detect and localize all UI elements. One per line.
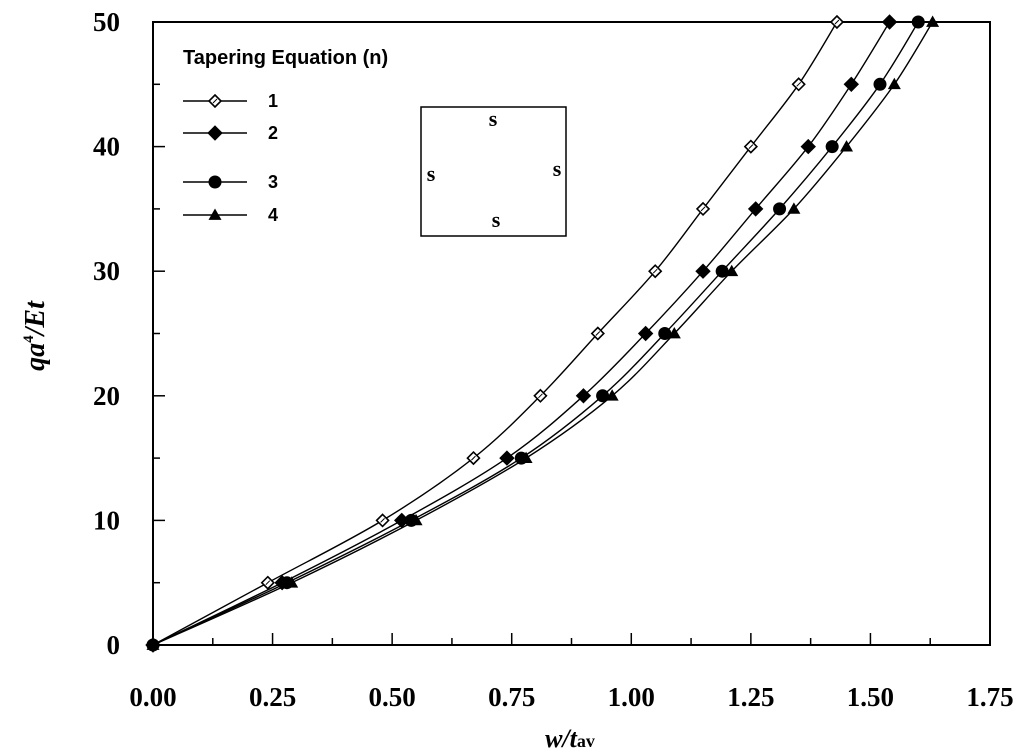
data-point-diamond bbox=[747, 201, 764, 217]
x-tick-label: 1.00 bbox=[608, 682, 655, 712]
data-point-diamond bbox=[881, 14, 898, 30]
series-line bbox=[152, 21, 934, 646]
x-tick-label: 0.00 bbox=[129, 682, 176, 712]
series-4 bbox=[146, 15, 940, 650]
series-2 bbox=[145, 14, 898, 653]
data-point-hatch bbox=[748, 144, 754, 149]
data-point-triangle bbox=[146, 638, 160, 650]
data-point-hatch bbox=[796, 81, 802, 87]
inset-box: s s s s bbox=[420, 106, 567, 237]
data-point-hatch bbox=[652, 268, 658, 274]
data-point-circle bbox=[873, 77, 887, 91]
data-point-diamond bbox=[637, 325, 654, 342]
data-point-circle bbox=[773, 202, 787, 216]
data-point-diamond bbox=[843, 76, 860, 93]
inset-label-right: s bbox=[553, 156, 562, 181]
legend-item-2: 2 bbox=[183, 123, 278, 143]
data-point-hatch bbox=[700, 206, 706, 212]
axis-ticks bbox=[152, 21, 991, 646]
y-tick-label: 10 bbox=[93, 505, 120, 535]
x-axis-title: w/tav bbox=[545, 724, 595, 751]
data-point-diamond bbox=[499, 450, 515, 466]
data-point-circle bbox=[596, 389, 610, 403]
data-point-hatch bbox=[538, 393, 543, 399]
data-point-triangle bbox=[725, 264, 739, 277]
data-point-triangle bbox=[887, 77, 901, 90]
series-3 bbox=[146, 15, 925, 652]
data-point-triangle bbox=[285, 576, 299, 588]
data-point-triangle bbox=[409, 513, 423, 526]
legend-items: 1 2 3 4 bbox=[183, 91, 278, 225]
data-point-circle bbox=[911, 15, 925, 29]
inset-label-top: s bbox=[489, 106, 498, 131]
legend-item-3: 3 bbox=[183, 172, 278, 192]
legend-label: 3 bbox=[268, 172, 278, 192]
y-axis-title-tail: /Et bbox=[20, 300, 51, 337]
data-point-circle bbox=[658, 327, 672, 340]
y-tick-label: 50 bbox=[93, 7, 120, 37]
x-tick-label: 1.50 bbox=[847, 682, 894, 712]
data-point-hatch bbox=[471, 455, 476, 461]
data-point-diamond bbox=[575, 388, 592, 404]
series-line bbox=[152, 21, 919, 646]
data-point-triangle bbox=[667, 327, 681, 339]
y-tick-labels: 0 10 20 30 40 50 bbox=[93, 7, 120, 660]
data-point-hatch bbox=[212, 98, 218, 104]
inset-frame bbox=[420, 106, 567, 237]
x-tick-labels: 0.00 0.25 0.50 0.75 1.00 1.25 1.50 1.75 bbox=[129, 682, 1013, 712]
data-point-triangle bbox=[926, 15, 940, 27]
x-axis-title-sub: av bbox=[577, 731, 595, 751]
y-axis-title-main: qa bbox=[20, 343, 51, 371]
legend-item-4: 4 bbox=[183, 205, 278, 225]
data-point-triangle bbox=[840, 140, 854, 152]
x-tick-label: 1.25 bbox=[727, 682, 774, 712]
legend-title: Tapering Equation (n) bbox=[183, 47, 388, 69]
data-point-triangle bbox=[208, 208, 222, 220]
x-tick-label: 0.75 bbox=[488, 682, 535, 712]
data-point-hatch bbox=[380, 518, 385, 523]
data-point-circle bbox=[715, 264, 729, 278]
series-line bbox=[152, 21, 891, 646]
series-layer bbox=[145, 14, 940, 653]
plot-frame bbox=[152, 21, 991, 646]
x-tick-label: 1.75 bbox=[966, 682, 1013, 712]
y-tick-label: 0 bbox=[107, 630, 121, 660]
data-point-hatch bbox=[595, 331, 601, 336]
series-line bbox=[152, 21, 838, 646]
legend-label: 1 bbox=[268, 91, 278, 111]
x-axis-title-main: w/t bbox=[545, 724, 578, 751]
inset-label-left: s bbox=[427, 161, 436, 186]
y-tick-label: 40 bbox=[93, 132, 120, 162]
data-point-hatch bbox=[834, 19, 840, 25]
y-tick-label: 20 bbox=[93, 381, 120, 411]
data-point-triangle bbox=[519, 451, 533, 463]
legend-label: 4 bbox=[268, 205, 278, 225]
legend: Tapering Equation (n) 1 2 3 4 bbox=[183, 47, 388, 225]
y-axis-title-sup: 4 bbox=[21, 335, 37, 343]
data-point-circle bbox=[208, 175, 222, 189]
data-point-diamond bbox=[800, 138, 816, 155]
x-tick-label: 0.25 bbox=[249, 682, 296, 712]
data-point-circle bbox=[825, 140, 839, 154]
data-point-triangle bbox=[605, 389, 619, 401]
data-point-diamond bbox=[695, 263, 711, 279]
x-tick-label: 0.50 bbox=[369, 682, 416, 712]
data-point-triangle bbox=[787, 202, 801, 214]
y-tick-label: 30 bbox=[93, 256, 120, 286]
inset-label-bottom: s bbox=[492, 207, 501, 232]
y-axis-title: qa4/Et bbox=[20, 300, 51, 371]
legend-label: 2 bbox=[268, 123, 278, 143]
data-point-hatch bbox=[265, 580, 271, 586]
data-point-diamond bbox=[207, 125, 223, 141]
legend-item-1: 1 bbox=[183, 91, 278, 111]
